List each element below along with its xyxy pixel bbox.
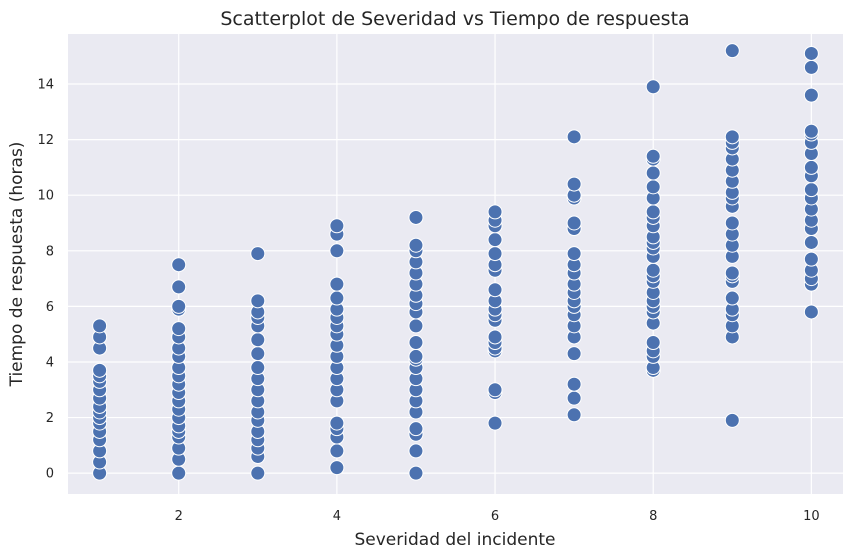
data-point xyxy=(487,246,503,262)
data-point xyxy=(329,290,345,306)
data-point xyxy=(803,123,819,139)
y-tick-label: 2 xyxy=(46,411,54,426)
data-point xyxy=(329,276,345,292)
data-point xyxy=(408,318,424,334)
data-points xyxy=(92,43,819,481)
data-point xyxy=(645,335,661,351)
data-point xyxy=(566,390,582,406)
data-point xyxy=(645,204,661,220)
y-tick-label: 8 xyxy=(46,244,54,259)
data-point xyxy=(566,407,582,423)
x-tick-label: 10 xyxy=(803,509,820,524)
y-tick-labels: 0 2 4 6 8 10 12 14 xyxy=(37,78,54,482)
data-point xyxy=(487,329,503,345)
data-point xyxy=(487,282,503,298)
data-point xyxy=(724,412,740,428)
y-axis-label: Tiempo de respuesta (horas) xyxy=(7,142,27,388)
data-point xyxy=(408,348,424,364)
data-point xyxy=(487,232,503,248)
data-point xyxy=(329,460,345,476)
data-point xyxy=(566,176,582,192)
data-point xyxy=(171,321,187,337)
data-point xyxy=(645,165,661,181)
y-tick-label: 14 xyxy=(37,78,54,93)
y-tick-label: 4 xyxy=(46,355,54,370)
data-point xyxy=(803,159,819,175)
data-point xyxy=(803,45,819,61)
y-tick-label: 0 xyxy=(46,467,54,482)
data-point xyxy=(408,209,424,225)
data-point xyxy=(803,234,819,250)
y-tick-label: 10 xyxy=(37,189,54,204)
data-point xyxy=(250,360,266,376)
data-point xyxy=(92,362,108,378)
data-point xyxy=(803,251,819,267)
data-point xyxy=(645,262,661,278)
data-point xyxy=(803,182,819,198)
data-point xyxy=(329,243,345,259)
data-point xyxy=(329,218,345,234)
data-point xyxy=(487,204,503,220)
data-point xyxy=(803,59,819,75)
data-point xyxy=(724,43,740,59)
data-point xyxy=(487,382,503,398)
data-point xyxy=(408,237,424,253)
data-point xyxy=(487,415,503,431)
data-point xyxy=(329,415,345,431)
data-point xyxy=(250,293,266,309)
x-tick-label: 6 xyxy=(491,509,499,524)
data-point xyxy=(645,179,661,195)
y-tick-label: 6 xyxy=(46,300,54,315)
data-point xyxy=(250,346,266,362)
data-point xyxy=(645,79,661,95)
data-point xyxy=(645,148,661,164)
data-point xyxy=(724,215,740,231)
data-point xyxy=(408,421,424,437)
y-tick-label: 12 xyxy=(37,133,54,148)
data-point xyxy=(566,246,582,262)
data-point xyxy=(566,129,582,145)
data-point xyxy=(724,265,740,281)
data-point xyxy=(408,335,424,351)
data-point xyxy=(566,376,582,392)
data-point xyxy=(171,465,187,481)
x-axis-label: Severidad del incidente xyxy=(355,530,556,550)
data-point xyxy=(566,215,582,231)
x-tick-labels: 2 4 6 8 10 xyxy=(175,509,820,524)
data-point xyxy=(250,246,266,262)
data-point xyxy=(408,465,424,481)
data-point xyxy=(724,129,740,145)
data-point xyxy=(92,318,108,334)
data-point xyxy=(171,298,187,314)
data-point xyxy=(408,443,424,459)
data-point xyxy=(171,257,187,273)
chart-title: Scatterplot de Severidad vs Tiempo de re… xyxy=(220,8,689,30)
x-tick-label: 8 xyxy=(649,509,657,524)
data-point xyxy=(803,87,819,103)
data-point xyxy=(250,332,266,348)
data-point xyxy=(566,346,582,362)
data-point xyxy=(329,443,345,459)
data-point xyxy=(250,465,266,481)
data-point xyxy=(803,304,819,320)
x-tick-label: 4 xyxy=(333,509,341,524)
data-point xyxy=(724,290,740,306)
data-point xyxy=(171,279,187,295)
x-tick-label: 2 xyxy=(175,509,183,524)
